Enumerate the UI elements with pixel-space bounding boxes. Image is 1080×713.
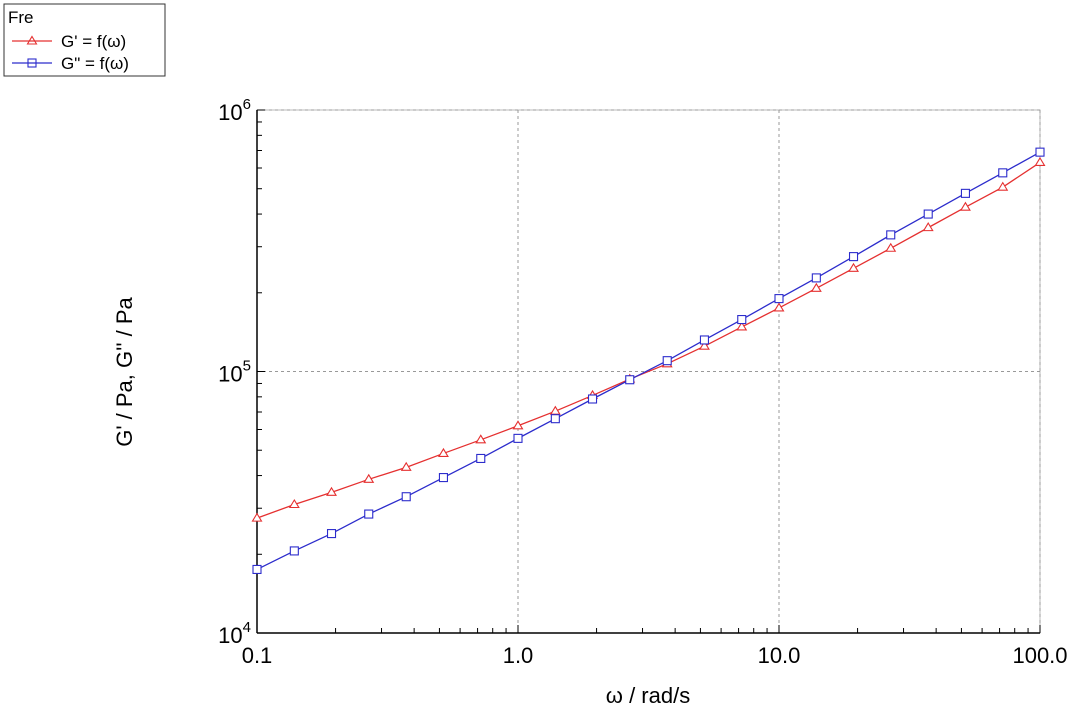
legend-marker-triangle: [26, 35, 38, 45]
data-point-g-prime: [475, 434, 487, 444]
data-point-g-double-prime: [1035, 147, 1045, 157]
legend-entry-g-double-prime: G" = f(ω): [12, 54, 129, 73]
data-point-g-prime: [512, 420, 524, 430]
data-point-g-double-prime: [774, 294, 784, 304]
series-g-prime: [251, 156, 1046, 522]
legend: Fre G' = f(ω) G" = f(ω): [3, 3, 166, 77]
data-point-g-double-prime: [960, 188, 970, 198]
data-point-g-double-prime: [326, 529, 337, 539]
x-tick-label: 0.1: [242, 643, 273, 668]
data-point-g-double-prime: [438, 473, 448, 483]
data-point-g-prime: [1034, 156, 1046, 167]
x-tick-label: 1.0: [503, 643, 534, 668]
x-tick-labels: 0.1 1.0 10.0 100.0: [242, 643, 1068, 668]
legend-entry-g-prime: G' = f(ω): [12, 32, 126, 51]
data-point-g-double-prime: [848, 252, 859, 262]
data-point-g-double-prime: [289, 546, 299, 556]
series-line-g-double-prime: [256, 151, 1041, 571]
x-tick-label: 10.0: [758, 643, 801, 668]
data-point-g-prime: [326, 486, 338, 496]
data-point-g-prime: [736, 321, 748, 331]
data-point-g-double-prime: [625, 375, 635, 385]
data-point-g-prime: [997, 181, 1009, 191]
y-tick-labels: 104 105 106: [218, 96, 251, 648]
data-point-g-double-prime: [252, 564, 262, 574]
x-axis-title: ω / rad/s: [606, 683, 690, 708]
data-point-g-prime: [400, 461, 412, 471]
data-point-g-double-prime: [662, 356, 672, 366]
data-point-g-prime: [848, 262, 860, 272]
data-point-g-double-prime: [886, 230, 896, 240]
x-tick-label: 100.0: [1012, 643, 1067, 668]
data-point-g-double-prime: [811, 273, 821, 283]
data-point-g-prime: [288, 498, 300, 509]
data-point-g-prime: [698, 340, 710, 350]
data-point-g-double-prime: [476, 453, 486, 464]
data-point-g-prime: [251, 512, 263, 522]
data-point-g-prime: [885, 242, 897, 252]
y-tick-label: 106: [218, 96, 251, 125]
data-point-g-double-prime: [401, 492, 411, 502]
legend-label-g-double-prime: G" = f(ω): [61, 54, 129, 73]
series-line-g-prime: [256, 161, 1041, 519]
y-tick-label: 104: [218, 619, 251, 648]
data-point-g-double-prime: [737, 315, 747, 325]
data-point-g-double-prime: [513, 433, 523, 443]
data-point-g-prime: [810, 282, 822, 292]
data-point-g-double-prime: [587, 394, 598, 404]
y-axis-title: G' / Pa, G'' / Pa: [112, 296, 137, 446]
legend-marker-square: [27, 58, 37, 68]
data-point-g-double-prime: [998, 168, 1008, 178]
legend-box: [3, 3, 166, 77]
data-point-g-prime: [363, 473, 375, 483]
data-point-g-prime: [922, 222, 934, 232]
data-point-g-double-prime: [550, 414, 560, 424]
data-point-g-prime: [437, 447, 449, 457]
data-point-g-double-prime: [699, 335, 709, 345]
y-tick-label: 105: [218, 358, 251, 387]
data-point-g-prime: [773, 302, 785, 312]
minor-ticks: [256, 109, 1041, 634]
legend-label-g-prime: G' = f(ω): [61, 32, 126, 51]
data-point-g-prime: [959, 201, 971, 211]
series-g-double-prime: [252, 147, 1045, 574]
series-layer: [251, 147, 1046, 574]
data-point-g-double-prime: [923, 209, 933, 219]
legend-title: Fre: [8, 8, 34, 27]
data-point-g-double-prime: [364, 509, 374, 519]
